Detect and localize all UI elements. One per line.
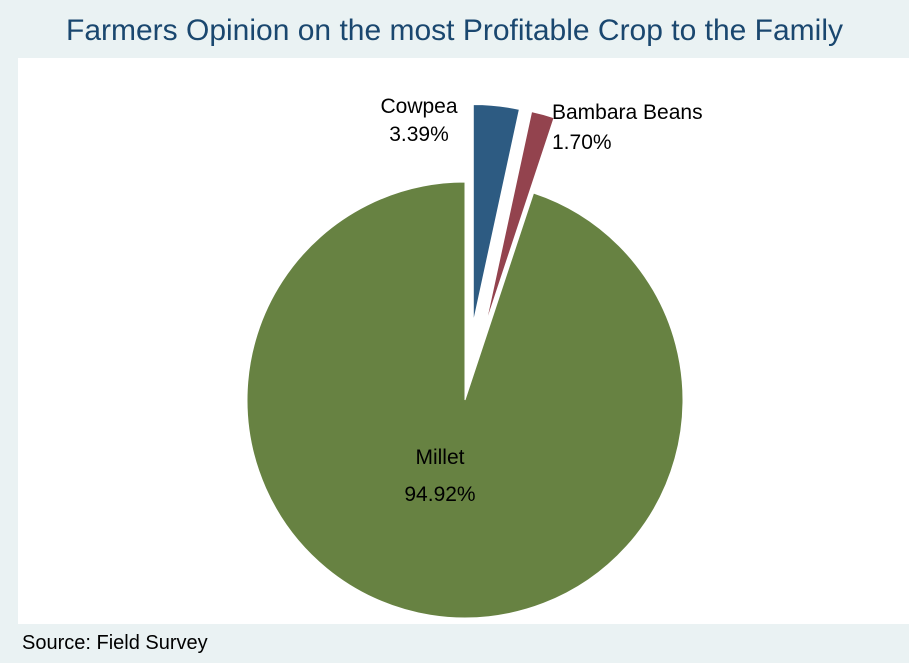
slice-name-label: Cowpea bbox=[380, 95, 457, 118]
pie-slice-cowpea bbox=[472, 103, 520, 323]
source-note: Source: Field Survey bbox=[22, 632, 208, 654]
slice-value-label: 1.70% bbox=[552, 131, 612, 154]
chart-title: Farmers Opinion on the most Profitable C… bbox=[66, 14, 843, 47]
slice-value-label: 3.39% bbox=[389, 123, 449, 146]
slice-name-label: Bambara Beans bbox=[552, 101, 703, 124]
slice-value-label: 94.92% bbox=[404, 483, 475, 506]
pie-slice-bambara-beans bbox=[485, 111, 555, 325]
slice-name-label: Millet bbox=[415, 446, 464, 469]
pie-slice-millet bbox=[246, 181, 684, 619]
